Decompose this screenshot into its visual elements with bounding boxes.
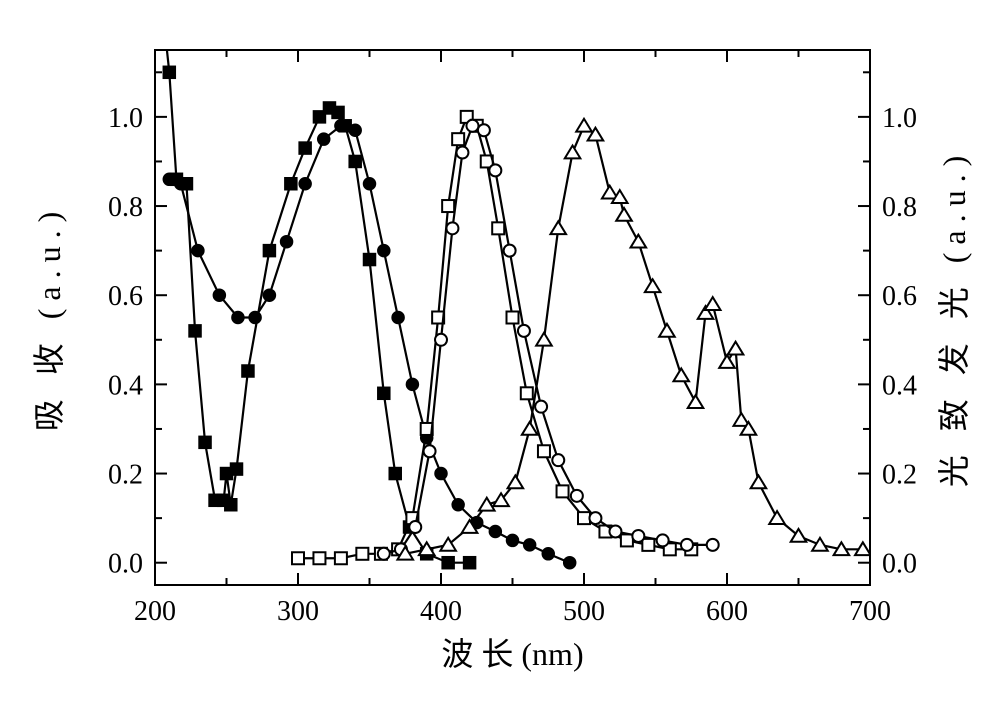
chart-svg: 200 300 400 500 600 700 0.0 0.2 0.4 0.6 0.8 1.0 0.0 0… bbox=[0, 0, 1000, 710]
svg-text:200: 200 bbox=[134, 596, 176, 627]
svg-text:光 致 发 光 (a.u.): 光 致 发 光 (a.u.) bbox=[936, 148, 972, 488]
svg-text:600: 600 bbox=[706, 596, 748, 627]
svg-text:0.8: 0.8 bbox=[108, 192, 143, 223]
svg-text:0.2: 0.2 bbox=[882, 460, 917, 491]
svg-text:0.4: 0.4 bbox=[882, 370, 917, 401]
svg-text:0.4: 0.4 bbox=[108, 370, 143, 401]
svg-text:0.0: 0.0 bbox=[882, 549, 917, 580]
svg-text:0.6: 0.6 bbox=[882, 281, 917, 312]
spectral-chart: 200 300 400 500 600 700 0.0 0.2 0.4 0.6 0.8 1.0 0.0 0… bbox=[0, 0, 1000, 710]
svg-text:500: 500 bbox=[563, 596, 605, 627]
svg-text:700: 700 bbox=[849, 596, 891, 627]
svg-text:波 长 (nm): 波 长 (nm) bbox=[441, 636, 583, 672]
svg-text:400: 400 bbox=[420, 596, 462, 627]
svg-text:0.6: 0.6 bbox=[108, 281, 143, 312]
svg-text:0.2: 0.2 bbox=[108, 460, 143, 491]
svg-text:0.8: 0.8 bbox=[882, 192, 917, 223]
svg-text:1.0: 1.0 bbox=[882, 103, 917, 134]
svg-text:1.0: 1.0 bbox=[108, 103, 143, 134]
svg-text:0.0: 0.0 bbox=[108, 549, 143, 580]
svg-text:300: 300 bbox=[277, 596, 319, 627]
svg-text:吸 收 (a.u.): 吸 收 (a.u.) bbox=[31, 204, 67, 432]
